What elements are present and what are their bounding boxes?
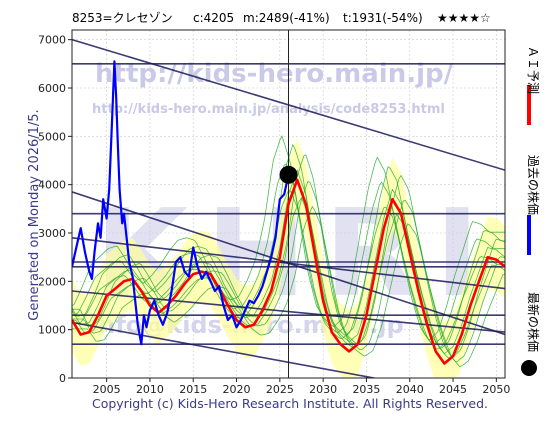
- header-rating: ★★★★☆: [437, 11, 491, 25]
- x-tick-label: 2030: [309, 383, 337, 396]
- x-tick-label: 2010: [136, 383, 164, 396]
- x-tick-label: 2035: [352, 383, 380, 396]
- latest-price-marker: [279, 165, 298, 184]
- plot-area: KHRIhttp://kids-hero.main.jp/http://kids…: [72, 30, 505, 378]
- legend: ＡＩ予測 過去の株価 最新の株価: [521, 46, 541, 376]
- x-tick-label: 2005: [93, 383, 121, 396]
- legend-latest-label: 最新の株価: [526, 292, 541, 352]
- x-tick-label: 2040: [396, 383, 424, 396]
- header-close: c:4205: [193, 11, 234, 25]
- y-tick-label: 0: [59, 372, 66, 385]
- plot-frame: [71, 29, 506, 379]
- series-ai-prediction: [72, 178, 505, 365]
- header-target: t:1931(-54%): [343, 11, 423, 25]
- generated-label: Generated on Monday 2026/1/5.: [27, 109, 42, 320]
- x-tick-label: 2025: [266, 383, 294, 396]
- legend-past-label: 過去の株価: [526, 155, 541, 215]
- y-tick-label: 6000: [38, 82, 66, 95]
- y-tick-label: 5000: [38, 130, 66, 143]
- watermark-url-2: http://kids-hero.main.jp/analysis/code82…: [92, 102, 445, 117]
- footer-copyright: Copyright (c) Kids-Hero Research Institu…: [92, 396, 488, 411]
- header-code: 8253=クレセゾン: [72, 11, 173, 25]
- series-past-price: [72, 60, 290, 346]
- header-max: m:2489(-41%): [243, 11, 330, 25]
- y-tick-label: 1000: [38, 324, 66, 337]
- y-tick-label: 4000: [38, 179, 66, 192]
- y-tick-label: 3000: [38, 227, 66, 240]
- legend-latest-marker: [521, 360, 537, 376]
- y-tick-label: 2000: [38, 275, 66, 288]
- x-tick-label: 2050: [482, 383, 510, 396]
- x-tick-label: 2020: [223, 383, 251, 396]
- y-tick-label: 7000: [38, 34, 66, 47]
- x-tick-label: 2015: [179, 383, 207, 396]
- legend-ai-label: ＡＩ予測: [526, 46, 540, 94]
- x-tick-label: 2045: [439, 383, 467, 396]
